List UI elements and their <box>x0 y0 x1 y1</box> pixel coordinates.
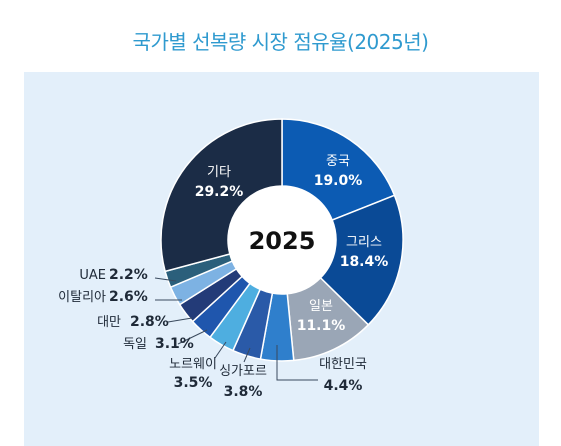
slice-label-10: 기타 <box>207 165 231 180</box>
slice-value-7: 2.8% <box>130 314 169 330</box>
leader-line-9 <box>154 277 177 282</box>
slice-value-2: 11.1% <box>297 318 346 334</box>
slice-value-8: 2.6% <box>109 289 148 305</box>
slice-label-6: 독일 <box>123 337 147 352</box>
chart-title: 국가별 선복량 시장 점유율(2025년) <box>132 30 429 54</box>
slice-value-6: 3.1% <box>155 336 194 352</box>
slice-label-2: 일본 <box>309 299 333 314</box>
leader-line-3 <box>276 345 318 381</box>
slice-value-5: 3.5% <box>174 375 213 391</box>
leader-lines-group <box>154 277 318 381</box>
slice-label-5: 노르웨이 <box>169 357 217 372</box>
leader-line-5 <box>214 341 227 359</box>
labels-group: 중국 19.0% 그리스 18.4% 일본 11.1% 대한민국 4.4% 싱가포르 3.8% 노르… <box>58 154 388 400</box>
donut-hole <box>228 186 336 294</box>
leader-line-7 <box>167 317 193 323</box>
slice-label-7: 대만 <box>97 315 121 330</box>
slice-value-10: 29.2% <box>195 184 244 200</box>
slice-value-3: 4.4% <box>324 378 363 394</box>
leader-line-6 <box>177 329 208 345</box>
slice-label-8: 이탈리아 <box>58 290 106 305</box>
slice-value-9: 2.2% <box>109 267 148 283</box>
leader-line-4 <box>243 347 251 363</box>
slice-label-4: 싱가포르 <box>219 364 267 379</box>
slice-value-0: 19.0% <box>314 173 363 189</box>
slice-value-1: 18.4% <box>340 254 389 270</box>
slice-label-1: 그리스 <box>346 235 382 250</box>
center-label: 2025 <box>249 227 316 255</box>
slice-label-0: 중국 <box>326 154 350 169</box>
slice-value-4: 3.8% <box>224 384 263 400</box>
slice-label-3: 대한민국 <box>319 357 367 372</box>
slice-label-9: UAE <box>79 268 106 283</box>
slices-group <box>160 118 404 362</box>
